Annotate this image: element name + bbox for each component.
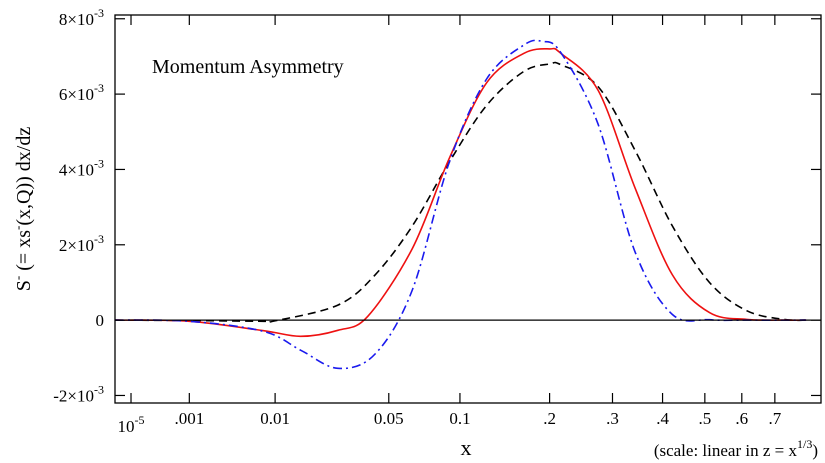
x-tick-label: .6 — [735, 409, 748, 428]
series-line-2 — [114, 47, 807, 338]
x-tick-label: .4 — [656, 409, 669, 428]
x-tick-label: .7 — [768, 409, 781, 428]
y-tick-label: 0 — [96, 311, 105, 330]
y-tick-label: 8×10-3 — [59, 6, 104, 29]
x-scale-note: (scale: linear in z = x1/3) — [654, 437, 818, 460]
y-axis-label: S- (= xs-(x,Q)) dx/dz — [10, 127, 35, 292]
y-tick-label: 2×10-3 — [59, 232, 104, 255]
x-tick-label: .2 — [543, 409, 556, 428]
x-tick-label: 0.1 — [449, 409, 470, 428]
plot-frame — [114, 14, 822, 404]
x-axis-label: x — [461, 435, 472, 460]
x-tick-label: .001 — [174, 409, 204, 428]
x-tick-label: .3 — [606, 409, 619, 428]
y-tick-label: 6×10-3 — [59, 81, 104, 104]
y-tick-label: -2×10-3 — [53, 382, 104, 405]
y-tick-label: 4×10-3 — [59, 156, 104, 179]
series-line-1 — [114, 61, 807, 324]
ticks-layer: 10-5 .001 0.01 0.05 0.1 .2 .3 .4 .5 .6 .7 8×10-3 6×1… — [53, 6, 821, 436]
annotation-label: Momentum Asymmetry — [152, 56, 344, 78]
x-tick-label: .5 — [698, 409, 711, 428]
x-tick-label: 10-5 — [118, 413, 145, 436]
series-layer — [114, 39, 807, 370]
x-tick-label: 0.01 — [260, 409, 290, 428]
x-tick-label: 0.05 — [374, 409, 404, 428]
series-line-3 — [114, 39, 807, 370]
